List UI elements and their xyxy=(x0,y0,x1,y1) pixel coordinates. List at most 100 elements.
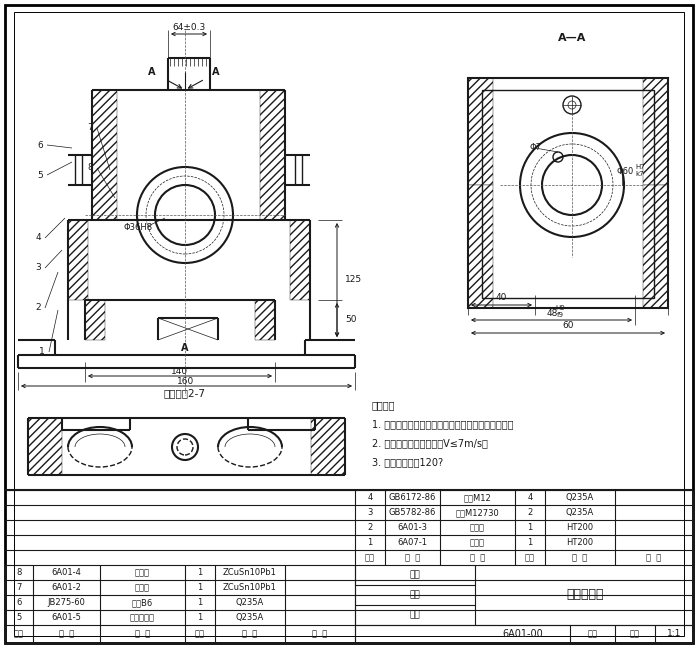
Text: Φ36H8: Φ36H8 xyxy=(124,224,153,233)
Text: 160: 160 xyxy=(177,378,195,386)
Text: 6A01-2: 6A01-2 xyxy=(52,583,82,592)
Bar xyxy=(68,220,88,300)
Text: A: A xyxy=(148,67,156,77)
Text: 螺母M12: 螺母M12 xyxy=(463,493,491,502)
Text: Q235A: Q235A xyxy=(566,493,594,502)
Text: A—A: A—A xyxy=(558,33,586,43)
Bar xyxy=(643,185,668,308)
Text: 6A01-3: 6A01-3 xyxy=(397,523,427,532)
Text: 5: 5 xyxy=(16,613,22,622)
Text: 50: 50 xyxy=(345,316,357,325)
Text: 轴承盖: 轴承盖 xyxy=(470,523,485,532)
Text: f9: f9 xyxy=(556,312,563,318)
Text: 7: 7 xyxy=(16,583,22,592)
Text: 名  称: 名 称 xyxy=(135,629,150,638)
Text: 1: 1 xyxy=(39,347,45,356)
Text: 6: 6 xyxy=(37,141,43,150)
Text: Φ60: Φ60 xyxy=(616,167,634,176)
Text: 6: 6 xyxy=(16,598,22,607)
Text: 8: 8 xyxy=(87,163,93,172)
Text: HT200: HT200 xyxy=(567,538,593,547)
Text: 轴承座: 轴承座 xyxy=(470,538,485,547)
Text: H9: H9 xyxy=(555,305,565,311)
Bar xyxy=(255,300,275,340)
Text: 2. 轴衬与轴颈最大线速度V≤7m/s。: 2. 轴衬与轴颈最大线速度V≤7m/s。 xyxy=(372,438,488,448)
Text: 代  号: 代 号 xyxy=(405,553,420,562)
Text: 8: 8 xyxy=(16,568,22,577)
Bar xyxy=(92,90,117,220)
Text: 1: 1 xyxy=(528,523,533,532)
Text: 1: 1 xyxy=(198,598,202,607)
Text: Φ7: Φ7 xyxy=(529,143,541,152)
Text: 40: 40 xyxy=(496,294,507,303)
Text: 3: 3 xyxy=(367,508,373,517)
Text: A: A xyxy=(181,343,188,353)
Text: Q235A: Q235A xyxy=(236,613,264,622)
Text: 2: 2 xyxy=(367,523,373,532)
Text: JB275-60: JB275-60 xyxy=(47,598,85,607)
Text: 轴衬固定套: 轴衬固定套 xyxy=(130,613,155,622)
Text: 代  号: 代 号 xyxy=(59,629,74,638)
Text: 64±0.3: 64±0.3 xyxy=(172,23,206,32)
Text: GB5782-86: GB5782-86 xyxy=(389,508,436,517)
Text: 1:1: 1:1 xyxy=(667,629,681,638)
Bar xyxy=(468,78,493,185)
Text: 140: 140 xyxy=(172,367,188,376)
Text: 4: 4 xyxy=(35,233,40,242)
Text: 名  称: 名 称 xyxy=(470,553,485,562)
Text: 1: 1 xyxy=(198,613,202,622)
Text: 1: 1 xyxy=(198,568,202,577)
Text: 材  料: 材 料 xyxy=(242,629,258,638)
Text: Q235A: Q235A xyxy=(236,598,264,607)
Bar xyxy=(311,418,345,475)
Circle shape xyxy=(568,101,576,109)
Bar xyxy=(260,90,285,220)
Text: ZCuSn10Pb1: ZCuSn10Pb1 xyxy=(223,583,277,592)
Text: 3. 轴承温度低于120?: 3. 轴承温度低于120? xyxy=(372,457,443,467)
Text: 6A07-1: 6A07-1 xyxy=(397,538,427,547)
Text: HT200: HT200 xyxy=(567,523,593,532)
Text: 2: 2 xyxy=(528,508,533,517)
Text: 1: 1 xyxy=(528,538,533,547)
Text: 4: 4 xyxy=(367,493,373,502)
Text: 折去零件2-7: 折去零件2-7 xyxy=(164,388,206,398)
Text: 60: 60 xyxy=(563,321,574,330)
Text: A: A xyxy=(212,67,220,77)
Bar xyxy=(468,185,493,308)
Text: 1. 上、下轴衬与轴承座及轴承盖同应保证接触良好。: 1. 上、下轴衬与轴承座及轴承盖同应保证接触良好。 xyxy=(372,419,514,429)
Text: 125: 125 xyxy=(345,275,362,284)
Text: 正滑动轴承: 正滑动轴承 xyxy=(566,588,604,601)
Text: 2: 2 xyxy=(35,303,40,312)
Text: 1: 1 xyxy=(198,583,202,592)
Text: 审核: 审核 xyxy=(410,610,420,619)
Bar xyxy=(468,78,668,308)
Text: 6A01-5: 6A01-5 xyxy=(52,613,82,622)
Text: 序号: 序号 xyxy=(14,629,24,638)
Text: Q235A: Q235A xyxy=(566,508,594,517)
Text: 技术要求: 技术要求 xyxy=(372,400,396,410)
Text: GB6172-86: GB6172-86 xyxy=(389,493,436,502)
Text: 48: 48 xyxy=(547,308,558,318)
Text: 备  注: 备 注 xyxy=(313,629,327,638)
Text: 4: 4 xyxy=(528,493,533,502)
Text: 下轴衬: 下轴衬 xyxy=(135,568,150,577)
Text: 上轴衬: 上轴衬 xyxy=(135,583,150,592)
Text: 7: 7 xyxy=(87,124,93,132)
Bar xyxy=(85,300,105,340)
Text: 6A01-4: 6A01-4 xyxy=(52,568,82,577)
Bar xyxy=(482,90,654,298)
Text: 数量: 数量 xyxy=(525,553,535,562)
Text: 6A01-00: 6A01-00 xyxy=(502,629,543,639)
Text: 数量: 数量 xyxy=(588,629,597,638)
Text: 比例: 比例 xyxy=(630,629,640,638)
Text: 5: 5 xyxy=(37,170,43,179)
Text: 3: 3 xyxy=(35,264,41,273)
Text: 螺栓M12730: 螺栓M12730 xyxy=(456,508,499,517)
Text: 数量: 数量 xyxy=(195,629,205,638)
Text: 油杯B6: 油杯B6 xyxy=(132,598,153,607)
Text: ZCuSn10Pb1: ZCuSn10Pb1 xyxy=(223,568,277,577)
Text: 1: 1 xyxy=(367,538,373,547)
Text: 制图: 制图 xyxy=(410,570,420,579)
Text: 校对: 校对 xyxy=(410,590,420,599)
Text: 材  料: 材 料 xyxy=(572,553,588,562)
